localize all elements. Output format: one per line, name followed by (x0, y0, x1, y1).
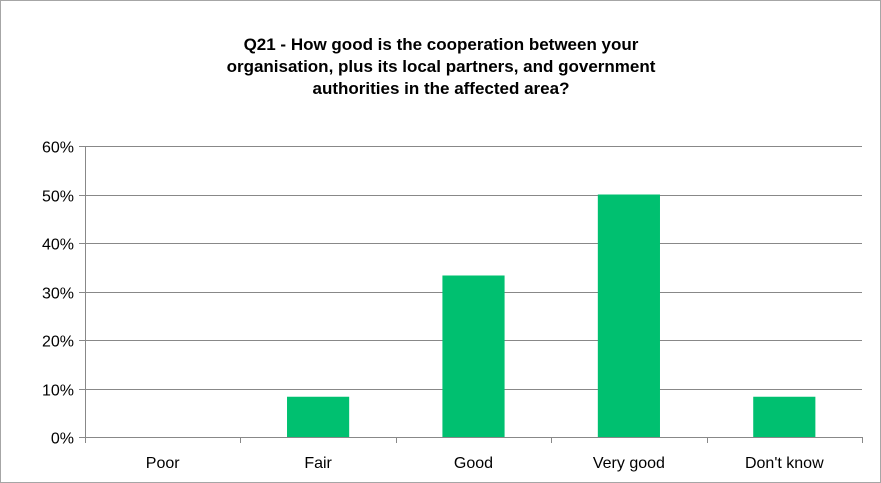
bars (287, 194, 816, 437)
x-axis-labels: Poor Fair Good Very good Don't know (146, 455, 824, 472)
y-tick-label: 30% (42, 286, 74, 303)
x-tick-label: Don't know (745, 455, 824, 472)
chart-title: Q21 - How good is the cooperation betwee… (121, 34, 761, 100)
y-tick-label: 0% (51, 431, 74, 448)
y-tick-label: 10% (42, 383, 74, 400)
axes (79, 146, 863, 443)
x-tick-label: Poor (146, 455, 180, 472)
chart-title-line-3: authorities in the affected area? (312, 79, 570, 98)
bar (597, 194, 660, 437)
x-tick-label: Very good (593, 455, 665, 472)
y-tick-label: 60% (42, 140, 74, 157)
y-tick-label: 20% (42, 334, 74, 351)
x-tick-label: Good (454, 455, 493, 472)
x-tick-label: Fair (304, 455, 332, 472)
chart-title-line-2: organisation, plus its local partners, a… (226, 57, 656, 76)
bar (287, 396, 350, 437)
bar (442, 275, 505, 437)
y-axis-labels: 0% 10% 20% 30% 40% 50% 60% (42, 140, 74, 448)
bar (753, 396, 816, 437)
y-tick-label: 50% (42, 189, 74, 206)
y-tick-label: 40% (42, 237, 74, 254)
chart-title-line-1: Q21 - How good is the cooperation betwee… (243, 35, 639, 54)
